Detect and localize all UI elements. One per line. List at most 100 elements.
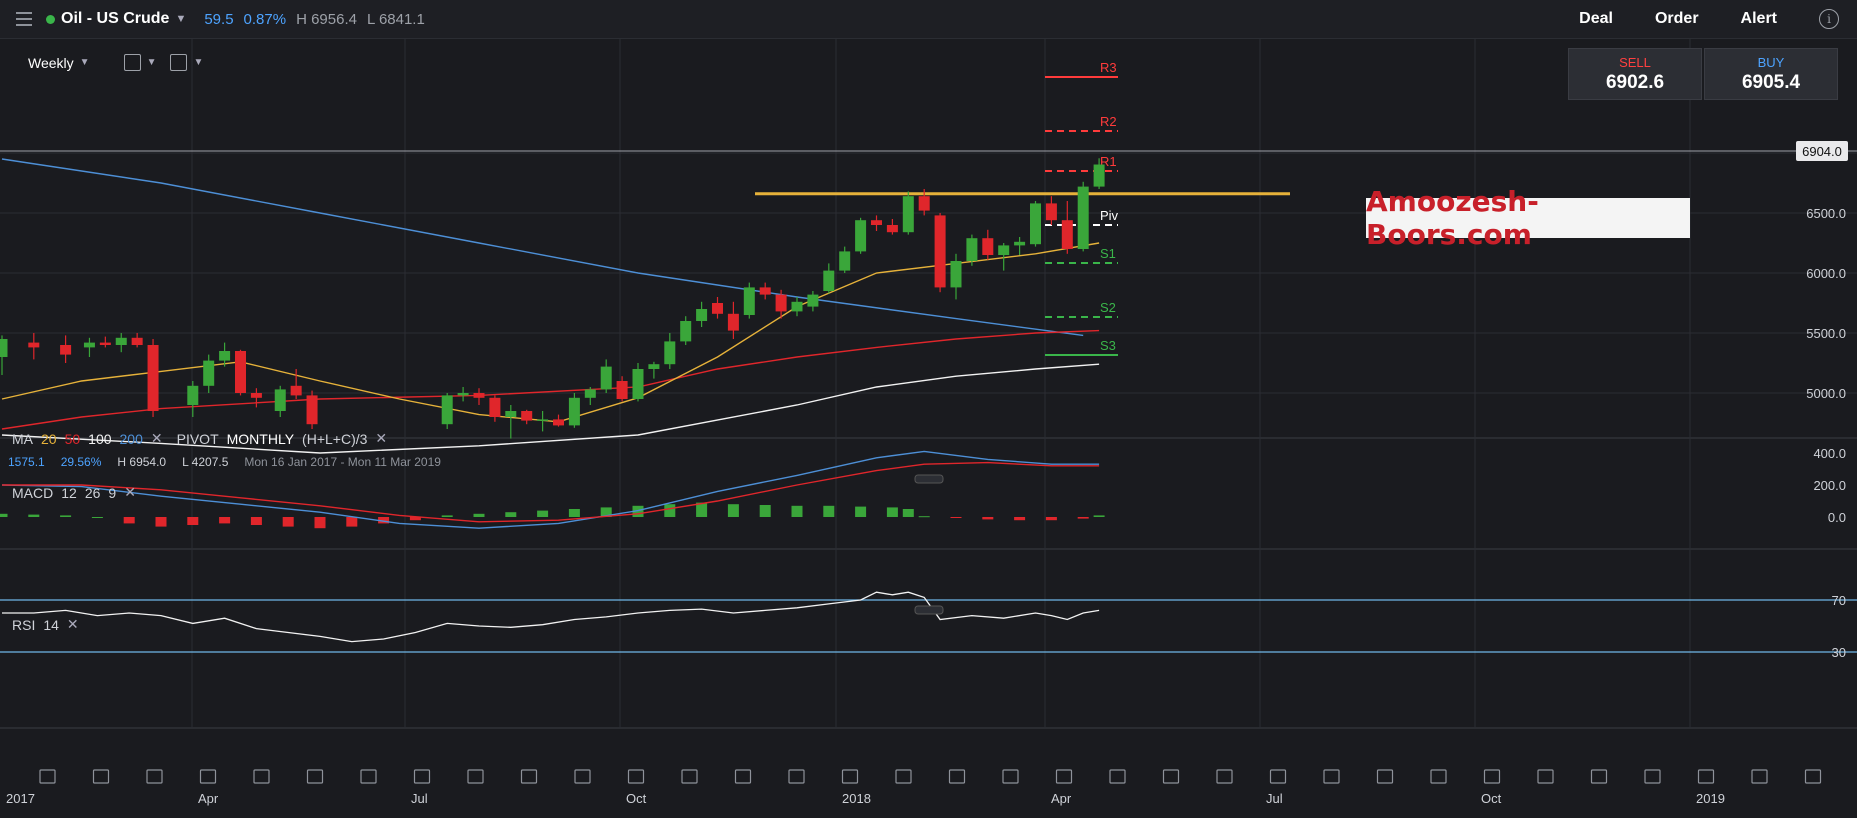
calendar-icon [1323,769,1340,784]
macd-histogram-bar [1045,517,1057,521]
calendar-icon [895,769,912,784]
calendar-icon [1162,769,1180,784]
candle-body [934,215,946,288]
calendar-icon [1537,769,1554,784]
candle-body [775,294,787,312]
indicators-selector[interactable]: ▼ [170,54,203,71]
candle-body [839,251,851,271]
x-axis-label: 2018 [842,791,871,806]
candle-body [886,225,898,233]
macd-histogram-bar [855,506,867,517]
calendar-icon [1644,769,1661,784]
chevron-down-icon[interactable]: ▼ [175,13,187,25]
hamburger-menu-icon[interactable] [16,12,32,26]
range-stats: 1575.1 29.56% H 6954.0 L 4207.5 Mon 16 J… [8,455,441,469]
sell-price: 6902.6 [1605,71,1665,93]
candle-body [998,245,1010,255]
calendar-icon [1430,769,1447,784]
candle-body [441,395,453,425]
candle-body [147,345,159,411]
macd-axis-label: 0.0 [1828,510,1846,525]
rsi-legend: RSI 14 ✕ [12,616,79,633]
order-button[interactable]: Order [1654,10,1699,27]
info-icon[interactable]: i [1819,9,1839,29]
calendar-icon [627,769,645,784]
instrument-name[interactable]: Oil - US Crude [61,10,170,27]
candle-body [966,238,978,261]
day-high: H 6956.4 [296,10,357,28]
chart-toolbar: Weekly ▼ ▼ ▼ [28,54,203,71]
buy-label: BUY [1757,54,1785,70]
rsi-line [2,591,1100,643]
candle-body [83,342,95,348]
price-axis-label: 5500.0 [1806,326,1846,341]
deal-button[interactable]: Deal [1579,10,1613,27]
macd-axis-label: 200.0 [1813,478,1846,493]
macd-histogram-bar [1093,515,1105,517]
calendar-icon [1590,769,1608,784]
calendar-icon [681,769,698,784]
calendar-icon [306,769,324,784]
x-axis-label: 2017 [6,791,35,806]
macd-histogram-bar [60,515,72,517]
macd-label: MACD [12,484,54,501]
macd-histogram-bar [791,505,803,517]
pivot-s1-label: S1 [1100,246,1116,261]
timeframe-selector[interactable]: Weekly ▼ [28,55,90,71]
buy-button[interactable]: BUY 6905.4 [1704,48,1838,100]
candle-body [457,393,469,396]
pivot-formula: (H+L+C)/3 [302,430,368,447]
candle-body [1014,241,1026,246]
macd-histogram-bar [537,510,549,517]
macd-histogram-bar [759,505,771,517]
candle-body [568,397,580,426]
remove-rsi-icon[interactable]: ✕ [66,616,79,632]
sell-button[interactable]: SELL 6902.6 [1568,48,1702,100]
remove-macd-icon[interactable]: ✕ [124,484,136,500]
candle-body [99,342,111,345]
x-axis-label: Jul [411,791,428,806]
current-price-tag: 6904.0 [1796,141,1848,161]
price-axis-label: 6500.0 [1806,206,1846,221]
macd-fast: 12 [61,484,77,501]
macd-histogram-bar [219,517,231,524]
candle-body [521,411,533,421]
macd-histogram-bar [155,517,167,527]
ma200-label: 200 [119,430,143,447]
chart-grid [0,38,1857,729]
macd-signal-line [2,461,1100,523]
calendar-icon [574,769,591,784]
candles [0,158,1105,439]
candle-body [306,395,318,425]
rsi-axis-label: 70 [1832,593,1846,608]
candle-body [743,287,755,315]
watermark: Amoozesh-Boors.com [1366,185,1690,251]
candle-body [235,351,246,393]
candle-body [290,385,302,396]
macd-histogram-bar [664,504,676,517]
macd-histogram-bar [902,509,914,517]
range-dates: Mon 16 Jan 2017 - Mon 11 Mar 2019 [244,455,441,469]
macd-histogram-bar [918,516,930,518]
calendar-icon [841,769,859,784]
candle-body [902,196,914,233]
calendar-icon [39,769,56,784]
calendar-icon [1109,769,1126,784]
x-axis-label: Jul [1266,791,1283,806]
calendar-icon [948,769,966,784]
macd-histogram-bar [91,517,103,518]
remove-ma-icon[interactable]: ✕ [150,430,163,446]
calendar-icon [1002,769,1019,784]
timeframe-label: Weekly [28,54,74,71]
macd-pane [0,450,1105,529]
x-axis-label: 2019 [1696,791,1725,806]
macd-histogram-bar [250,517,262,525]
alert-button[interactable]: Alert [1740,10,1777,27]
remove-pivot-icon[interactable]: ✕ [375,430,388,446]
calendar-icon [1216,769,1233,784]
candle-body [219,351,231,361]
macd-histogram-bar [632,505,644,517]
candle-body [473,393,485,398]
chart-type-selector[interactable]: ▼ [123,54,156,71]
